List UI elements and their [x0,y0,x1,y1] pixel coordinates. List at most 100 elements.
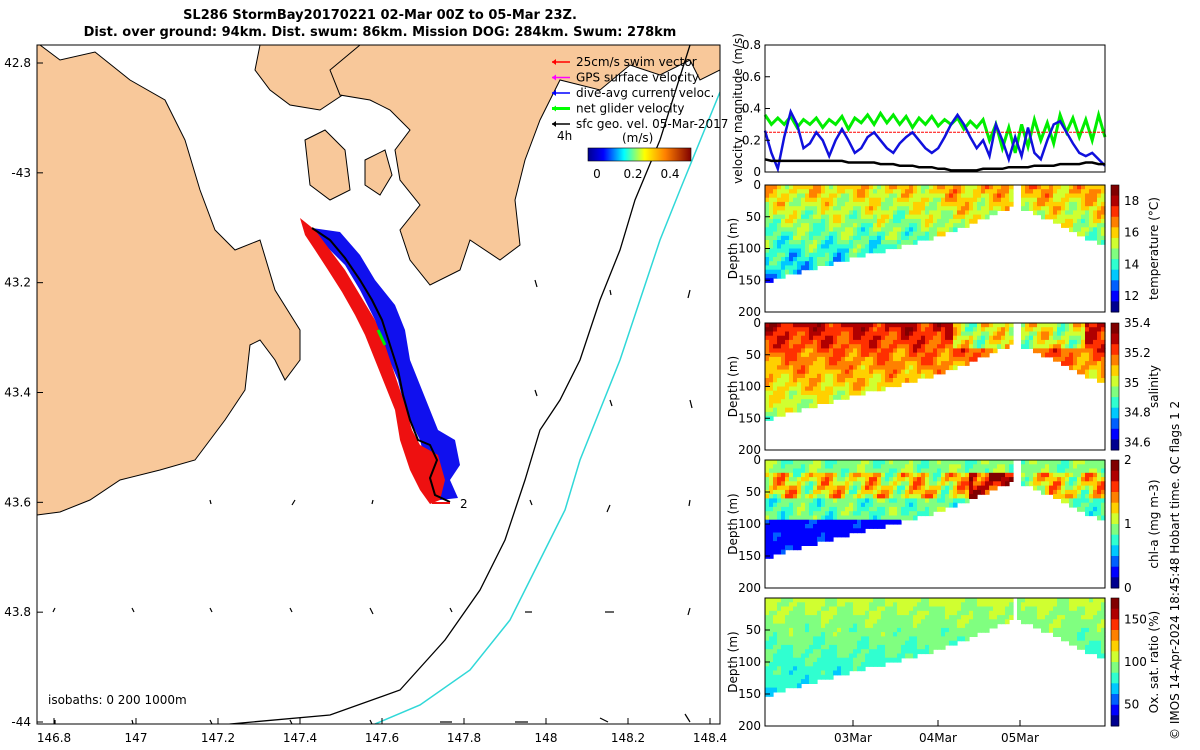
heatmap-cell [837,344,842,349]
heatmap-cell [853,352,858,358]
heatmap-cell [1053,606,1058,612]
heatmap-cell [765,386,770,392]
heatmap-cell [765,348,770,354]
heatmap-cell [865,636,870,642]
heatmap-cell [1009,464,1014,470]
heatmap-cell [809,344,814,349]
heatmap-cell [789,498,794,504]
heatmap-cell [813,189,818,194]
heatmap-cell [829,248,834,254]
heatmap-cell [869,636,874,642]
heatmap-cell [837,615,842,620]
heatmap-cell [913,189,918,194]
heatmap-cell [825,598,830,603]
heatmap-cell [1041,197,1046,203]
heatmap-cell [809,365,814,371]
heatmap-cell [1081,602,1086,608]
heatmap-cell [1005,323,1010,328]
heatmap-cell [829,636,834,642]
heatmap-cell [989,323,994,328]
heatmap-cell [805,632,810,637]
heatmap-cell [901,365,906,371]
heatmap-cell [885,502,890,508]
heatmap-cell [809,248,814,254]
heatmap-cell [1049,464,1054,470]
heatmap-cell [925,610,930,616]
heatmap-cell [1101,235,1106,241]
heatmap-cell [773,356,778,362]
heatmap-cell [1081,481,1086,487]
heatmap-cell [785,218,790,224]
heatmap-cell [909,515,914,521]
heatmap-cell [869,373,874,379]
heatmap-cell [913,498,918,504]
heatmap-cell [805,489,810,495]
heatmap-cell [861,327,866,332]
heatmap-cell [897,615,902,620]
legend-arrowhead [552,121,556,127]
heatmap-cell [837,670,842,676]
heatmap-cell [925,494,930,499]
heatmap-cell [969,197,974,203]
heatmap-cell [837,356,842,362]
heatmap-cell [1021,197,1026,203]
heatmap-cell [849,240,854,245]
heatmap-cell [1033,602,1038,608]
heatmap-cell [869,602,874,608]
heatmap-cell [1037,339,1042,345]
heatmap-cell [825,532,830,538]
heatmap-cell [821,193,826,199]
heatmap-cell [1001,335,1006,341]
heatmap-cell [877,339,882,345]
heatmap-cell [809,498,814,504]
heatmap-cell [1065,323,1070,328]
heatmap-cell [897,331,902,337]
heatmap-cell [945,185,950,190]
heatmap-cell [805,348,810,354]
heatmap-cell [1085,627,1090,633]
heatmap-cell [773,265,778,271]
heatmap-cell [925,619,930,625]
heatmap-cell [837,214,842,220]
depth-tick-label: 50 [746,485,761,499]
heatmap-cell [801,532,806,538]
heatmap-cell [869,240,874,245]
heatmap-cell [797,252,802,258]
heatmap-cell [849,206,854,211]
heatmap-cell [1073,365,1078,371]
heatmap-cell [1065,210,1070,216]
heatmap-cell [1053,210,1058,216]
heatmap-cell [973,344,978,349]
heatmap-cell [1069,214,1074,220]
heatmap-cell [793,399,798,404]
heatmap-cell [1049,598,1054,603]
heatmap-cell [1021,206,1026,211]
heatmap-cell [1033,323,1038,328]
heatmap-cell [1089,498,1094,504]
heatmap-cell [901,464,906,470]
heatmap-cell [1073,193,1078,199]
heatmap-cell [865,235,870,241]
heatmap-cell [817,674,822,680]
heatmap-cell [865,335,870,341]
heatmap-cell [901,511,906,517]
heatmap-cell [865,519,870,525]
heatmap-cell [865,386,870,392]
heatmap-cell [845,331,850,337]
heatmap-cell [901,369,906,375]
heatmap-cell [1093,494,1098,499]
heatmap-cell [789,252,794,258]
heatmap-cell [825,602,830,608]
heatmap-cell [865,344,870,349]
heatmap-cell [1097,339,1102,345]
heatmap-cell [857,649,862,655]
heatmap-cell [797,390,802,396]
heatmap-cell [829,382,834,388]
heatmap-cell [857,506,862,512]
heatmap-cell [809,390,814,396]
heatmap-cell [1029,615,1034,620]
heatmap-cell [981,598,986,603]
heatmap-cell [861,244,866,250]
heatmap-cell [889,606,894,612]
heatmap-cell [857,382,862,388]
